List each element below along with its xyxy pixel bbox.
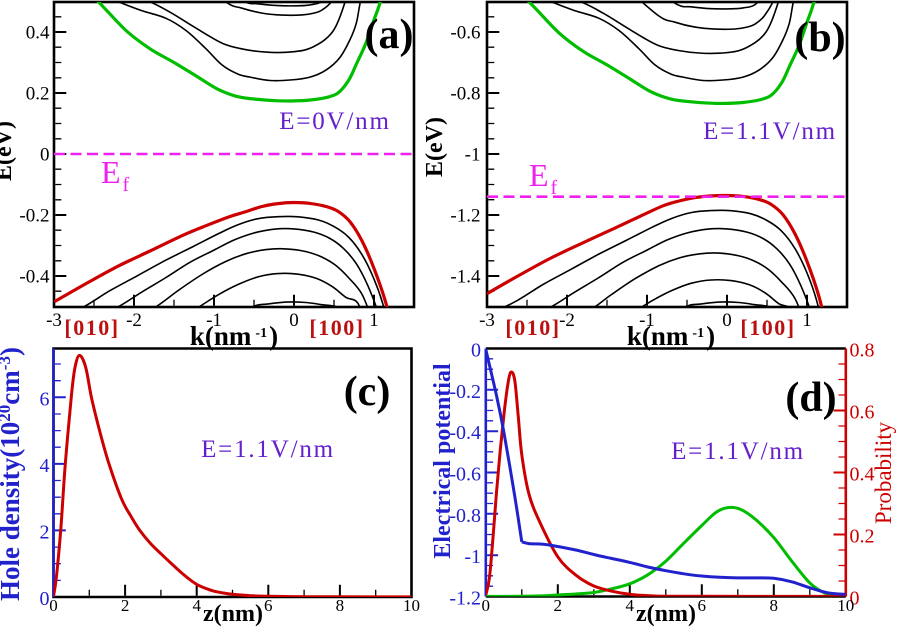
svg-text:E=1.1V/nm: E=1.1V/nm xyxy=(201,436,335,463)
svg-text:10: 10 xyxy=(837,596,854,615)
svg-text:-0.2: -0.2 xyxy=(19,206,49,227)
svg-text:-1: -1 xyxy=(639,310,655,331)
svg-text:(b): (b) xyxy=(794,15,845,61)
svg-text:0: 0 xyxy=(289,310,299,331)
svg-text:E=0V/nm: E=0V/nm xyxy=(279,108,390,135)
svg-text:Electrical potential: Electrical potential xyxy=(430,363,456,559)
svg-text:0.2: 0.2 xyxy=(850,526,875,548)
svg-text:-3: -3 xyxy=(479,310,495,331)
svg-text:z(nm): z(nm) xyxy=(636,601,696,627)
svg-text:0: 0 xyxy=(850,588,860,610)
svg-text:-2: -2 xyxy=(126,310,142,331)
svg-text:(d): (d) xyxy=(785,375,836,421)
svg-text:-3: -3 xyxy=(46,310,62,331)
svg-text:8: 8 xyxy=(770,596,779,615)
svg-text:[100]: [100] xyxy=(309,315,364,340)
svg-text:[010]: [010] xyxy=(505,315,560,340)
svg-text:0.4: 0.4 xyxy=(26,23,50,44)
svg-text:-2: -2 xyxy=(559,310,575,331)
svg-text:-0.6: -0.6 xyxy=(449,464,481,486)
svg-text:4: 4 xyxy=(192,596,201,615)
svg-text:-1.4: -1.4 xyxy=(450,267,481,288)
svg-text:4: 4 xyxy=(40,455,50,477)
svg-text:0: 0 xyxy=(40,588,50,610)
svg-text:0: 0 xyxy=(40,145,50,166)
svg-text:-0.4: -0.4 xyxy=(449,422,481,444)
svg-text:8: 8 xyxy=(336,596,345,615)
svg-text:0.8: 0.8 xyxy=(850,340,875,362)
svg-text:-0.8: -0.8 xyxy=(449,505,481,527)
svg-text:(a): (a) xyxy=(365,12,414,58)
svg-text:0: 0 xyxy=(482,596,491,615)
svg-text:0.2: 0.2 xyxy=(26,84,50,105)
svg-text:1: 1 xyxy=(802,310,812,331)
svg-text:[010]: [010] xyxy=(64,315,119,340)
svg-text:-1: -1 xyxy=(465,145,481,166)
svg-text:-0.6: -0.6 xyxy=(450,23,480,44)
svg-text:-1.2: -1.2 xyxy=(449,588,481,610)
svg-text:2: 2 xyxy=(121,596,130,615)
svg-text:(c): (c) xyxy=(344,369,391,415)
svg-text:6: 6 xyxy=(264,596,273,615)
svg-text:10: 10 xyxy=(403,596,420,615)
svg-text:[100]: [100] xyxy=(740,315,795,340)
svg-text:E=1.1V/nm: E=1.1V/nm xyxy=(671,438,805,465)
svg-text:0.4: 0.4 xyxy=(850,464,875,486)
svg-text:-0.4: -0.4 xyxy=(19,267,50,288)
svg-text:-0.8: -0.8 xyxy=(450,84,480,105)
svg-text:0: 0 xyxy=(722,310,732,331)
svg-text:-1.2: -1.2 xyxy=(450,206,480,227)
svg-text:0.6: 0.6 xyxy=(850,402,875,424)
svg-text:6: 6 xyxy=(698,596,707,615)
svg-text:0: 0 xyxy=(49,596,58,615)
svg-text:-1: -1 xyxy=(464,546,481,568)
svg-text:-1: -1 xyxy=(206,310,222,331)
svg-text:0: 0 xyxy=(471,340,481,362)
svg-text:-0.2: -0.2 xyxy=(449,381,481,403)
svg-text:4: 4 xyxy=(626,596,635,615)
svg-text:2: 2 xyxy=(40,521,50,543)
svg-text:2: 2 xyxy=(554,596,563,615)
svg-text:E=1.1V/nm: E=1.1V/nm xyxy=(703,118,837,145)
svg-text:E(eV): E(eV) xyxy=(0,121,17,181)
svg-text:6: 6 xyxy=(40,388,50,410)
svg-text:1: 1 xyxy=(369,310,379,331)
svg-text:z(nm): z(nm) xyxy=(203,601,263,627)
svg-text:Hole density(1020cm-3): Hole density(1020cm-3) xyxy=(0,347,25,601)
svg-text:E(eV): E(eV) xyxy=(422,117,448,177)
svg-text:Probability: Probability xyxy=(871,421,896,524)
